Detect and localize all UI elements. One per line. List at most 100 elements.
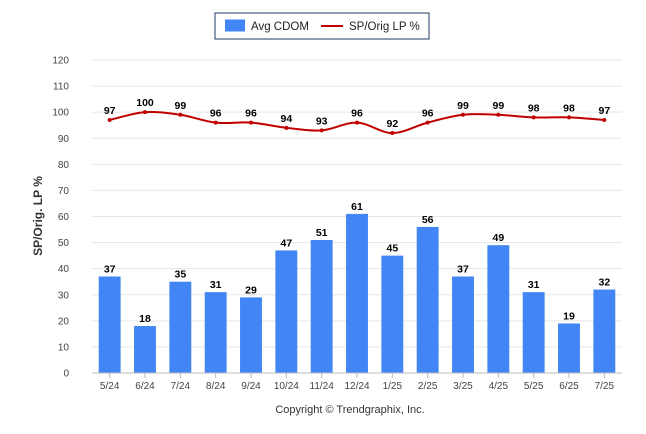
bar-data-label: 37 <box>104 263 116 275</box>
bar-data-label: 19 <box>563 310 575 322</box>
x-tick-label: 3/25 <box>453 381 473 392</box>
bar-avg-cdom <box>487 245 510 373</box>
line-point <box>319 128 324 133</box>
x-tick-label: 2/25 <box>418 381 438 392</box>
line-data-label: 99 <box>492 100 504 112</box>
y-tick-label: 110 <box>53 82 69 93</box>
bar-avg-cdom <box>558 323 580 373</box>
line-point <box>284 125 289 130</box>
x-tick-label: 8/24 <box>206 381 226 392</box>
line-data-label: 96 <box>210 108 222 120</box>
x-tick-label: 12/24 <box>344 381 369 392</box>
y-tick-label: 100 <box>52 108 69 119</box>
line-data-label: 96 <box>245 108 257 120</box>
x-tick-label: 11/24 <box>310 381 335 392</box>
bar-data-label: 47 <box>280 237 292 249</box>
line-point <box>355 120 359 125</box>
x-axis-ticks: 5/24 6/24 7/24 8/24 9/24 10/24 11/24 12/24 1/25 2… <box>100 373 615 392</box>
y-tick-label: 80 <box>58 160 70 171</box>
bar-data-label: 51 <box>316 227 328 239</box>
line-point <box>496 112 501 117</box>
bar-avg-cdom <box>98 276 121 373</box>
line-point <box>143 110 147 115</box>
legend-swatch-avg-cdom <box>225 19 245 32</box>
x-tick-label: 10/24 <box>274 381 299 392</box>
copyright-text: Copyright © Trendgraphix, Inc. <box>275 404 424 416</box>
bar-avg-cdom <box>134 326 156 373</box>
y-tick-label: 120 <box>52 56 69 67</box>
legend: Avg CDOM SP/Orig LP % <box>214 12 430 40</box>
line-data-label: 97 <box>598 105 610 117</box>
bar-avg-cdom <box>275 250 298 373</box>
bar-avg-cdom <box>346 213 368 373</box>
line-point <box>249 120 253 125</box>
y-axis-ticks: 0 10 20 30 40 50 60 70 80 90 100 110 120 <box>52 56 69 380</box>
line-data-label: 99 <box>174 100 186 112</box>
y-tick-label: 0 <box>63 369 69 380</box>
line-data-label: 96 <box>351 108 363 120</box>
x-tick-label: 9/24 <box>241 381 261 392</box>
line-data-label: 99 <box>457 100 469 112</box>
line-data-label: 98 <box>528 102 540 114</box>
line-point <box>425 120 430 125</box>
line-data-label: 96 <box>422 108 434 120</box>
x-tick-label: 5/24 <box>100 381 120 392</box>
y-tick-label: 60 <box>58 212 70 223</box>
y-tick-label: 50 <box>58 238 70 249</box>
x-tick-label: 5/25 <box>524 381 544 392</box>
bar-avg-cdom <box>381 255 404 373</box>
bar-avg-cdom <box>452 276 474 373</box>
bar-data-label: 32 <box>598 277 610 289</box>
bar-avg-cdom <box>310 239 333 373</box>
line-point <box>107 117 112 122</box>
bar-data-label: 37 <box>457 263 469 275</box>
line-point <box>531 115 536 120</box>
y-tick-label: 70 <box>58 186 70 197</box>
line-data-label: 98 <box>563 102 575 114</box>
bar-data-label: 18 <box>139 313 151 325</box>
bar-data-label: 35 <box>174 269 186 281</box>
bar-data-label: 31 <box>528 279 540 291</box>
line-series <box>107 110 607 136</box>
bar-data-label: 56 <box>422 214 434 226</box>
line-data-label: 97 <box>104 105 116 117</box>
legend-label-sp-orig-lp: SP/Orig LP % <box>349 21 420 33</box>
data-labels: 37 18 35 31 29 47 51 61 45 56 37 49 31 19 32 97 100 99 96 9… <box>104 97 611 325</box>
y-tick-label: 90 <box>58 134 70 145</box>
y-tick-label: 10 <box>58 342 70 353</box>
line-data-label: 93 <box>316 115 328 127</box>
line-data-label: 94 <box>280 113 292 125</box>
line-point <box>602 117 607 122</box>
bar-avg-cdom <box>204 292 227 373</box>
x-tick-label: 7/24 <box>171 381 191 392</box>
x-tick-label: 6/24 <box>135 381 155 392</box>
line-point <box>213 120 218 125</box>
x-tick-label: 7/25 <box>595 381 615 392</box>
bar-avg-cdom <box>416 226 439 373</box>
y-tick-label: 40 <box>58 264 70 275</box>
bar-avg-cdom <box>522 292 545 373</box>
bar-data-label: 31 <box>210 279 222 291</box>
line-point <box>178 112 183 117</box>
x-tick-label: 4/25 <box>489 381 509 392</box>
line-point <box>390 131 395 136</box>
bar-data-label: 61 <box>351 201 363 213</box>
bar-avg-cdom <box>169 281 192 373</box>
bar-data-label: 29 <box>245 284 257 296</box>
y-tick-label: 20 <box>58 316 70 327</box>
bar-avg-cdom <box>593 289 616 373</box>
bar-avg-cdom <box>240 297 262 373</box>
y-axis-title: SP/Orig. LP % <box>31 176 45 256</box>
line-point <box>461 112 465 117</box>
y-tick-label: 30 <box>58 290 70 301</box>
line-data-label: 100 <box>136 97 154 109</box>
bar-data-label: 45 <box>386 243 398 255</box>
line-point <box>567 115 571 120</box>
bar-series <box>98 213 616 373</box>
line-data-label: 92 <box>386 118 398 130</box>
legend-label-avg-cdom: Avg CDOM <box>251 21 309 33</box>
x-tick-label: 1/25 <box>383 381 403 392</box>
bar-data-label: 49 <box>492 232 504 244</box>
x-tick-label: 6/25 <box>559 381 579 392</box>
